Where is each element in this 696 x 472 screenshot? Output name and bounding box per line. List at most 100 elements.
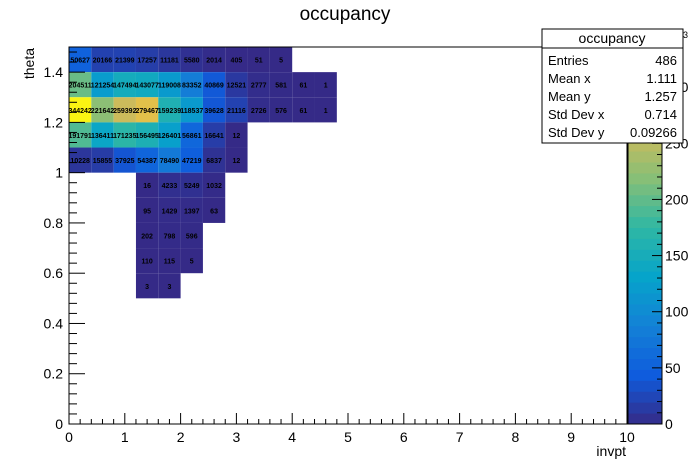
- y-tick-label: 0.2: [44, 366, 64, 382]
- heatmap-cell: [135, 248, 159, 274]
- heatmap-cell-label: 204511: [69, 83, 92, 90]
- stats-box: occupancy Entries 486 Mean x 1.111 Mean y 1.2…: [541, 28, 684, 144]
- heatmap-cell: [158, 172, 181, 198]
- heatmap-cell-label: 63: [210, 208, 218, 215]
- heatmap-cell-label: 12521: [227, 83, 247, 90]
- color-scale-step: [628, 249, 662, 261]
- heatmap-cell-label: 11181: [160, 58, 179, 65]
- heatmap-cell: [314, 72, 337, 98]
- y-tick-label: 0.8: [44, 215, 64, 231]
- heatmap-cell-label: 2014: [206, 58, 222, 65]
- heatmap-cell: [180, 197, 203, 223]
- heatmap-cell-label: 5249: [184, 183, 200, 190]
- heatmap-cell: [180, 222, 203, 249]
- color-scale-step: [628, 369, 662, 381]
- heatmap-cell-label: 596: [186, 234, 198, 241]
- stats-row-label: Std Dev x: [548, 107, 605, 122]
- stats-row-label: Entries: [548, 53, 589, 68]
- heatmap-cell: [135, 72, 159, 98]
- heatmap-cell-label: 576: [275, 108, 287, 115]
- heatmap-cell-label: 344242: [68, 108, 91, 115]
- heatmap-cell: [135, 197, 159, 223]
- heatmap-cell: [135, 122, 159, 148]
- heatmap-cell-label: 3: [145, 284, 149, 291]
- heatmap-cell-label: 51: [255, 58, 263, 65]
- heatmap-cell: [158, 147, 181, 173]
- heatmap-cell-label: 1: [324, 83, 328, 90]
- heatmap-cell-label: 12: [233, 158, 241, 165]
- heatmap-cell: [180, 97, 203, 123]
- heatmap-cell-label: 143077: [135, 83, 158, 90]
- heatmap-cell-label: 118537: [180, 108, 203, 115]
- heatmap-cell: [202, 147, 226, 173]
- heatmap-cell-label: 37925: [115, 158, 135, 165]
- color-scale-step: [628, 402, 662, 414]
- stats-box-title: occupancy: [579, 30, 646, 46]
- heatmap-cell: [180, 147, 203, 173]
- heatmap-cell-label: 2726: [251, 108, 267, 115]
- color-scale-step: [628, 172, 662, 185]
- y-tick-label: 1.2: [44, 114, 64, 130]
- heatmap-cell-label: 191791: [68, 133, 91, 140]
- heatmap-cell: [202, 97, 226, 123]
- heatmap-cell-label: 40869: [204, 83, 224, 90]
- heatmap-cell-label: 121254: [91, 83, 114, 90]
- x-tick-label: 1: [121, 429, 129, 445]
- heatmap-cell-label: 1: [324, 108, 328, 115]
- heatmap-cell: [135, 97, 159, 123]
- color-scale-tick-label: 0: [665, 416, 673, 432]
- color-scale-step: [628, 140, 662, 152]
- heatmap-cell-label: 20166: [93, 58, 113, 65]
- heatmap-cell: [69, 72, 92, 98]
- heatmap-cell: [158, 248, 181, 274]
- y-tick-label: 0.4: [44, 315, 64, 331]
- heatmap-cell: [180, 47, 203, 73]
- x-tick-label: 3: [233, 429, 241, 445]
- heatmap-cell: [202, 122, 226, 148]
- heatmap-cell-label: 405: [231, 58, 243, 65]
- color-scale-step: [628, 413, 662, 425]
- heatmap-cell-label: 581: [275, 83, 287, 90]
- heatmap-cell: [225, 97, 248, 123]
- heatmap-cell: [113, 97, 136, 123]
- heatmap-cell: [202, 197, 226, 223]
- heatmap-cell: [158, 273, 181, 299]
- heatmap-cell: [225, 122, 248, 148]
- heatmap-cell: [269, 47, 293, 73]
- heatmap-cell: [202, 172, 226, 198]
- y-tick-label: 0: [55, 416, 63, 432]
- x-tick-label: 4: [288, 429, 296, 445]
- color-scale-step: [628, 358, 662, 370]
- heatmap-cell: [113, 147, 136, 173]
- color-scale-step: [628, 216, 662, 228]
- heatmap-cell: [91, 122, 114, 148]
- y-tick-label: 1.4: [44, 64, 64, 80]
- x-tick-label: 8: [512, 429, 520, 445]
- y-tick-label: 0.6: [44, 265, 64, 281]
- heatmap-cell-label: 2777: [251, 83, 267, 90]
- stats-box-rows: Entries 486 Mean x 1.111 Mean y 1.257 Std Dev …: [548, 53, 677, 140]
- color-scale-step: [628, 183, 662, 196]
- stats-row-value: 1.111: [646, 71, 677, 86]
- heatmap-cell: [247, 47, 270, 73]
- heatmap-cell: [269, 97, 293, 123]
- heatmap-cell: [91, 147, 114, 173]
- x-tick-label: 0: [65, 429, 73, 445]
- color-scale-tick-label: 50: [665, 360, 681, 376]
- heatmap-cell: [202, 47, 226, 73]
- heatmap-cell-label: 115: [164, 259, 175, 266]
- heatmap-cell: [180, 72, 203, 98]
- heatmap-cell-label: 5: [279, 58, 283, 65]
- heatmap-cell-label: 119008: [158, 83, 181, 90]
- heatmap-cell-label: 61: [299, 83, 307, 90]
- heatmap-cell-label: 6837: [206, 158, 222, 165]
- heatmap-cell-labels: 50627 20166 21399 17257 11181 5580 2014 405 51 52…: [68, 58, 327, 291]
- color-scale-step: [628, 162, 662, 174]
- heatmap-cell-label: 1032: [206, 183, 222, 190]
- stats-row-label: Mean y: [548, 89, 591, 104]
- stats-row-value: 0.714: [644, 107, 677, 122]
- heatmap-cell: [269, 72, 293, 98]
- heatmap-cell: [158, 72, 181, 98]
- heatmap-cell: [314, 97, 337, 123]
